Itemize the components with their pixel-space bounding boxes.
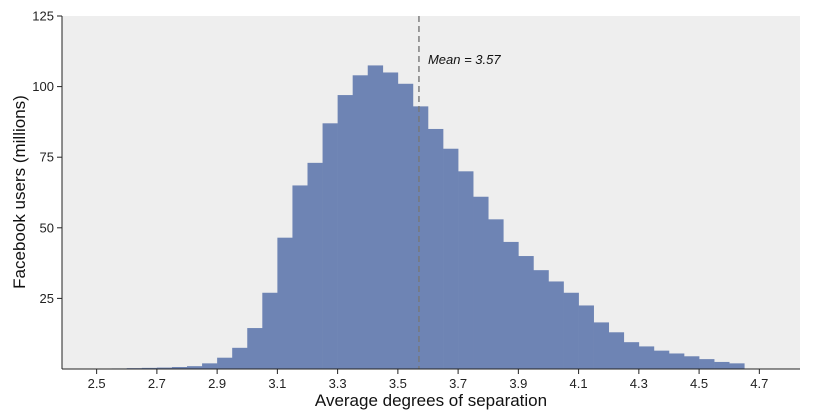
y-tick-label: 100	[32, 79, 54, 94]
histogram-bar	[714, 361, 730, 369]
histogram-bar	[156, 367, 173, 369]
histogram-bar	[217, 357, 233, 369]
histogram-bar	[548, 281, 564, 369]
histogram-bar	[668, 353, 685, 369]
histogram-bar	[473, 196, 489, 369]
histogram-bar	[247, 328, 263, 369]
x-axis-title: Average degrees of separation	[315, 391, 547, 410]
y-tick-label: 25	[40, 291, 54, 306]
histogram-bar	[412, 106, 429, 370]
histogram-bar	[171, 367, 188, 369]
histogram-bar	[262, 292, 278, 369]
histogram-bar	[503, 241, 519, 369]
histogram-bar	[653, 350, 670, 369]
histogram-bar	[458, 171, 474, 369]
x-tick-label: 4.7	[750, 376, 768, 391]
histogram-bar	[202, 363, 218, 369]
histogram-bar	[277, 237, 293, 369]
mean-annotation: Mean = 3.57	[428, 52, 501, 67]
histogram-bars	[96, 65, 745, 370]
x-tick-label: 3.5	[389, 376, 407, 391]
histogram-bar	[307, 162, 323, 369]
x-tick-label: 3.7	[449, 376, 467, 391]
x-tick-label: 4.5	[690, 376, 708, 391]
histogram-bar	[397, 83, 414, 369]
histogram-bar	[352, 75, 369, 370]
histogram-bar	[518, 256, 534, 369]
histogram-bar	[684, 356, 700, 369]
histogram-bar	[367, 65, 384, 370]
histogram-bar	[623, 342, 640, 369]
histogram-bar	[533, 270, 549, 369]
histogram-bar	[593, 322, 610, 369]
x-tick-label: 2.9	[208, 376, 226, 391]
histogram-bar	[578, 305, 594, 369]
histogram-bar	[699, 359, 715, 369]
histogram-bar	[729, 363, 745, 369]
histogram-bar	[608, 332, 625, 369]
histogram-bar	[427, 128, 444, 369]
x-tick-label: 2.7	[148, 376, 166, 391]
histogram-bar	[563, 292, 579, 369]
histogram-bar	[292, 185, 308, 369]
histogram-bar	[443, 148, 459, 369]
histogram-bar	[382, 72, 399, 369]
histogram-bar	[187, 366, 203, 369]
x-tick-label: 3.1	[268, 376, 286, 391]
y-tick-label: 50	[40, 220, 54, 235]
histogram-bar	[638, 346, 655, 369]
y-axis-title: Facebook users (millions)	[10, 95, 29, 289]
histogram-bar	[488, 219, 504, 369]
x-tick-label: 3.9	[509, 376, 527, 391]
x-tick-label: 3.3	[329, 376, 347, 391]
x-tick-label: 2.5	[88, 376, 106, 391]
histogram-bar	[322, 123, 338, 369]
histogram-bar	[141, 367, 158, 369]
histogram-bar	[337, 95, 353, 369]
x-tick-label: 4.1	[570, 376, 588, 391]
histogram-bar	[232, 347, 248, 369]
x-axis-ticks: 2.5 2.7 2.9 3.1 3.3 3.5 3.7 3.9 4.1 4.3 4.5 4.7	[88, 369, 768, 391]
y-tick-label: 125	[32, 9, 54, 24]
y-axis-ticks: 25 50 75 100 125	[32, 9, 62, 306]
y-tick-label: 75	[40, 150, 54, 165]
x-tick-label: 4.3	[630, 376, 648, 391]
